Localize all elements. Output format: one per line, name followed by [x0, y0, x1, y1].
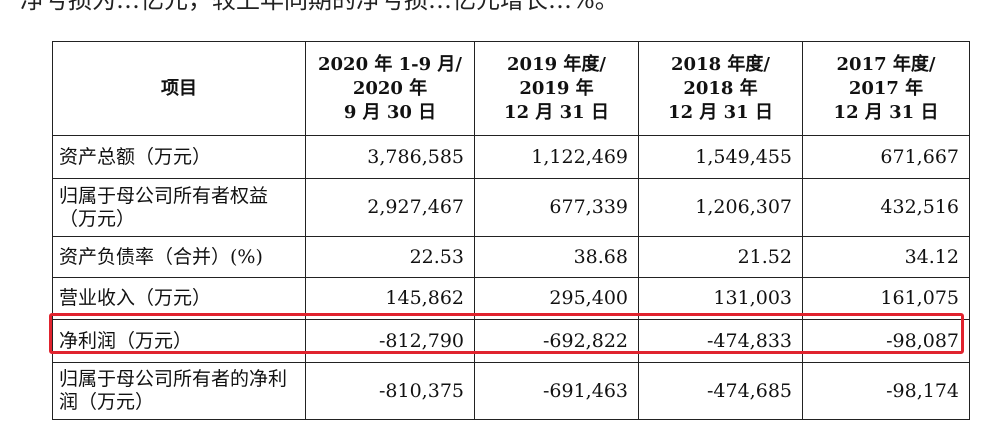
- cell-value: -474,685: [638, 362, 803, 420]
- cell-value: 21.52: [638, 236, 803, 278]
- row-label: 归属于母公司所有者的净利润（万元）: [52, 362, 306, 420]
- table-row: 营业收入（万元） 145,862 295,400 131,003 161,075: [52, 277, 970, 320]
- row-label: 资产总额（万元）: [52, 135, 306, 179]
- header-item: 项目: [52, 41, 306, 136]
- cell-value: 2,927,467: [305, 178, 475, 237]
- cell-value: -810,375: [305, 362, 475, 420]
- cell-value: -98,087: [802, 319, 970, 363]
- table-row: 归属于母公司所有者权益（万元） 2,927,467 677,339 1,206,…: [52, 178, 970, 237]
- cell-value: -812,790: [305, 319, 475, 363]
- cell-value: 161,075: [802, 277, 970, 320]
- row-label: 资产负债率（合并）(%): [52, 236, 306, 278]
- cell-value: 145,862: [305, 277, 475, 320]
- row-label: 归属于母公司所有者权益（万元）: [52, 178, 306, 237]
- cell-value: 22.53: [305, 236, 475, 278]
- row-label: 营业收入（万元）: [52, 277, 306, 320]
- cell-value: 1,549,455: [638, 135, 803, 179]
- table-row: 资产负债率（合并）(%) 22.53 38.68 21.52 34.12: [52, 236, 970, 278]
- cell-value: 38.68: [474, 236, 639, 278]
- cell-value: 131,003: [638, 277, 803, 320]
- table-row-highlighted: 净利润（万元） -812,790 -692,822 -474,833 -98,0…: [52, 319, 970, 363]
- cell-value: 1,206,307: [638, 178, 803, 237]
- cell-value: 295,400: [474, 277, 639, 320]
- cell-value: 34.12: [802, 236, 970, 278]
- table-row: 归属于母公司所有者的净利润（万元） -810,375 -691,463 -474…: [52, 362, 970, 420]
- header-2019: 2019 年度/2019 年 12 月 31 日: [474, 41, 639, 136]
- cell-value: 3,786,585: [305, 135, 475, 179]
- cell-value: 677,339: [474, 178, 639, 237]
- cell-value: -98,174: [802, 362, 970, 420]
- cropped-text-line: 净亏损为…亿元，较上年同期的净亏损…亿元增长…%。: [20, 0, 619, 14]
- header-2018: 2018 年度/2018 年 12 月 31 日: [638, 41, 803, 136]
- header-2017: 2017 年度/2017 年 12 月 31 日: [802, 41, 970, 136]
- cell-value: -691,463: [474, 362, 639, 420]
- table-row: 资产总额（万元） 3,786,585 1,122,469 1,549,455 6…: [52, 135, 970, 179]
- row-label: 净利润（万元）: [52, 319, 306, 363]
- cell-value: 432,516: [802, 178, 970, 237]
- cell-value: 671,667: [802, 135, 970, 179]
- cell-value: 1,122,469: [474, 135, 639, 179]
- cell-value: -692,822: [474, 319, 639, 363]
- cell-value: -474,833: [638, 319, 803, 363]
